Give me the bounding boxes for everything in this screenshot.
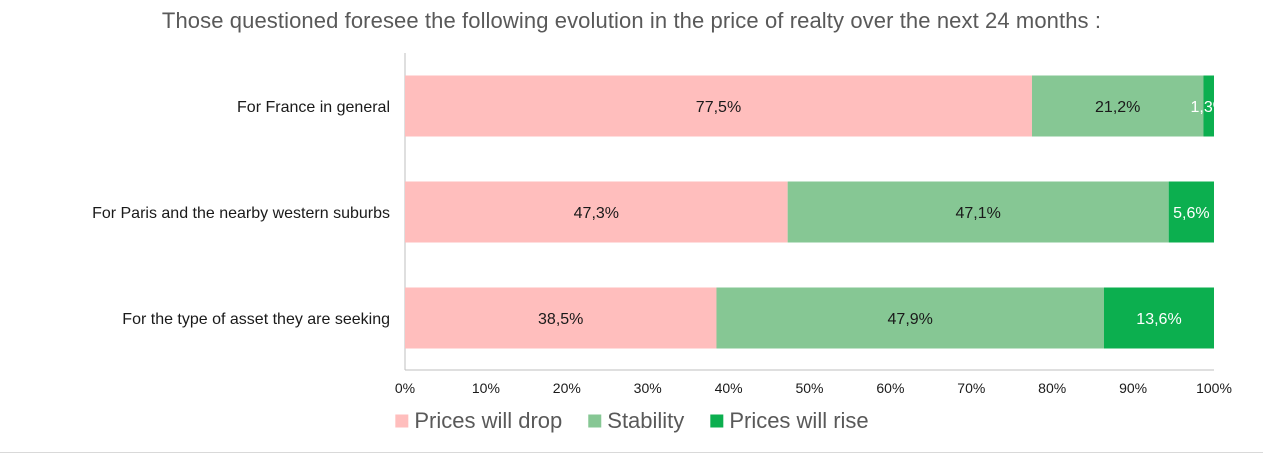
x-tick-label: 0% [395,380,415,396]
category-label: For the type of asset they are seeking [122,311,390,328]
x-tick-label: 30% [634,380,662,396]
data-label: 47,1% [955,205,1000,222]
data-label: 77,5% [696,99,741,116]
category-label: For France in general [237,99,390,116]
bar-segment [787,181,1169,243]
x-tick-label: 50% [795,380,823,396]
x-tick-label: 10% [472,380,500,396]
legend-swatch [710,414,724,428]
data-label: 1,3% [1191,99,1227,116]
legend-label: Prices will rise [729,408,868,433]
data-label: 5,6% [1173,205,1209,222]
data-label: 38,5% [538,311,583,328]
legend-label: Stability [607,408,684,433]
data-label: 47,3% [574,205,619,222]
data-label: 47,9% [888,311,933,328]
bar-segment [1103,287,1214,349]
bar-segment [405,181,788,243]
x-tick-label: 20% [553,380,581,396]
legend-swatch [588,414,602,428]
x-tick-label: 90% [1119,380,1147,396]
x-tick-label: 70% [957,380,985,396]
bar-segment [716,287,1104,349]
x-tick-label: 100% [1196,380,1232,396]
data-label: 21,2% [1095,99,1140,116]
category-label: For Paris and the nearby western suburbs [92,205,390,222]
bar-segment [1168,181,1214,243]
chart-title: Those questioned foresee the following e… [161,8,1102,33]
x-tick-label: 60% [876,380,904,396]
bottom-divider [0,452,1263,453]
x-tick-label: 80% [1038,380,1066,396]
x-tick-label: 40% [715,380,743,396]
legend-swatch [395,414,409,428]
bar-segment [405,75,1032,137]
legend-label: Prices will drop [414,408,562,433]
bar-segment [1031,75,1204,137]
bar-segment [405,287,717,349]
data-label: 13,6% [1136,311,1181,328]
bar-segment [1203,75,1214,137]
